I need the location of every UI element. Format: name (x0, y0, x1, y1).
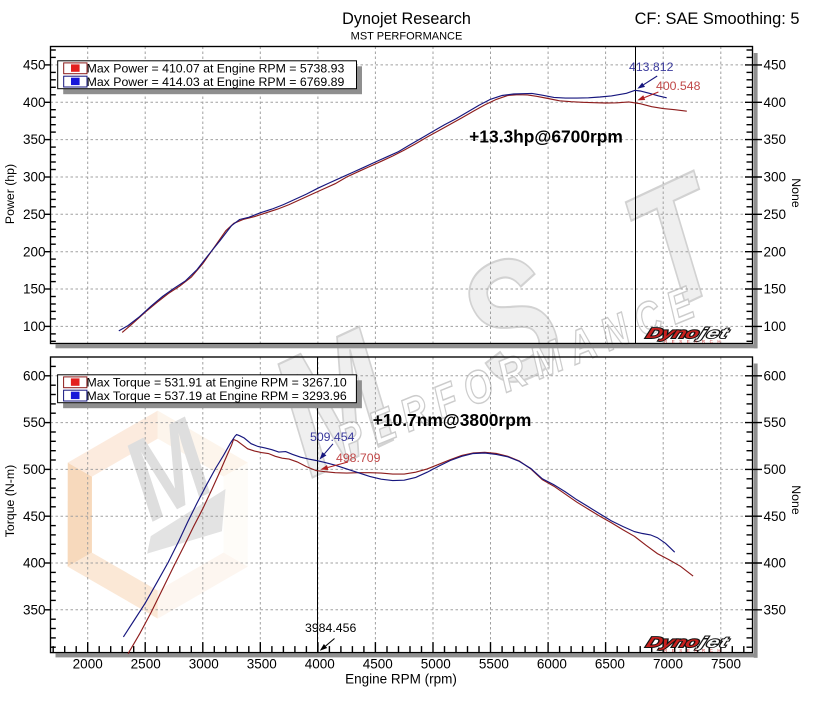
svg-text:RESEARCH: RESEARCH (664, 339, 725, 344)
svg-text:200: 200 (764, 244, 787, 259)
svg-text:450: 450 (764, 509, 787, 524)
svg-text:3984.456: 3984.456 (305, 621, 356, 635)
svg-text:Max Torque = 537.19 at Engine: Max Torque = 537.19 at Engine RPM = 3293… (87, 389, 347, 403)
svg-text:3500: 3500 (247, 656, 277, 671)
svg-text:400: 400 (764, 95, 787, 110)
svg-text:None: None (789, 178, 803, 208)
svg-text:Max Power = 414.03 at Engine R: Max Power = 414.03 at Engine RPM = 6769.… (87, 75, 345, 89)
svg-text:RESEARCH: RESEARCH (664, 648, 725, 653)
svg-text:Engine RPM (rpm): Engine RPM (rpm) (345, 672, 457, 687)
svg-text:Dyno: Dyno (644, 635, 701, 651)
svg-text:7500: 7500 (711, 656, 741, 671)
svg-text:Max Power = 410.07 at Engine R: Max Power = 410.07 at Engine RPM = 5738.… (87, 62, 345, 76)
svg-text:400: 400 (764, 556, 787, 571)
svg-text:150: 150 (23, 282, 46, 297)
svg-text:450: 450 (23, 509, 46, 524)
svg-text:Max Torque = 531.91 at Engine: Max Torque = 531.91 at Engine RPM = 3267… (87, 376, 347, 390)
svg-text:2500: 2500 (131, 656, 161, 671)
svg-text:300: 300 (23, 170, 46, 185)
svg-text:600: 600 (764, 368, 787, 383)
svg-text:600: 600 (23, 368, 46, 383)
svg-text:150: 150 (764, 282, 787, 297)
svg-text:350: 350 (23, 132, 46, 147)
svg-text:+13.3hp@6700rpm: +13.3hp@6700rpm (469, 126, 623, 146)
svg-text:250: 250 (23, 207, 46, 222)
svg-text:550: 550 (764, 415, 787, 430)
svg-text:498.709: 498.709 (336, 451, 381, 465)
svg-text:2000: 2000 (73, 656, 103, 671)
svg-text:Dynojet Research: Dynojet Research (342, 10, 471, 28)
svg-text:350: 350 (764, 132, 787, 147)
svg-text:350: 350 (23, 602, 46, 617)
svg-text:jet: jet (694, 635, 732, 651)
svg-text:500: 500 (764, 462, 787, 477)
svg-text:100: 100 (23, 319, 46, 334)
svg-text:413.812: 413.812 (629, 60, 674, 74)
svg-text:250: 250 (764, 207, 787, 222)
svg-text:450: 450 (23, 58, 46, 73)
svg-text:4000: 4000 (305, 656, 335, 671)
svg-text:100: 100 (764, 319, 787, 334)
svg-text:7000: 7000 (653, 656, 683, 671)
svg-text:450: 450 (764, 58, 787, 73)
svg-text:None: None (789, 485, 803, 515)
svg-text:6500: 6500 (595, 656, 625, 671)
svg-text:500: 500 (23, 462, 46, 477)
svg-text:300: 300 (764, 170, 787, 185)
svg-text:550: 550 (23, 415, 46, 430)
svg-text:CF: SAE Smoothing: 5: CF: SAE Smoothing: 5 (635, 10, 800, 28)
svg-text:350: 350 (764, 602, 787, 617)
svg-text:Torque (N-m): Torque (N-m) (3, 465, 17, 537)
svg-text:3000: 3000 (189, 656, 219, 671)
svg-text:jet: jet (694, 326, 732, 342)
svg-text:4500: 4500 (363, 656, 393, 671)
svg-text:Power (hp): Power (hp) (3, 164, 17, 224)
svg-text:200: 200 (23, 244, 46, 259)
svg-text:6000: 6000 (537, 656, 567, 671)
svg-text:5500: 5500 (479, 656, 509, 671)
svg-text:MST PERFORMANCE: MST PERFORMANCE (351, 31, 463, 43)
svg-text:400: 400 (23, 95, 46, 110)
svg-text:400: 400 (23, 556, 46, 571)
svg-text:400.548: 400.548 (656, 79, 701, 93)
svg-text:5000: 5000 (421, 656, 451, 671)
svg-text:Dyno: Dyno (644, 326, 701, 342)
svg-text:509.454: 509.454 (310, 430, 355, 444)
svg-text:+10.7nm@3800rpm: +10.7nm@3800rpm (373, 410, 532, 430)
